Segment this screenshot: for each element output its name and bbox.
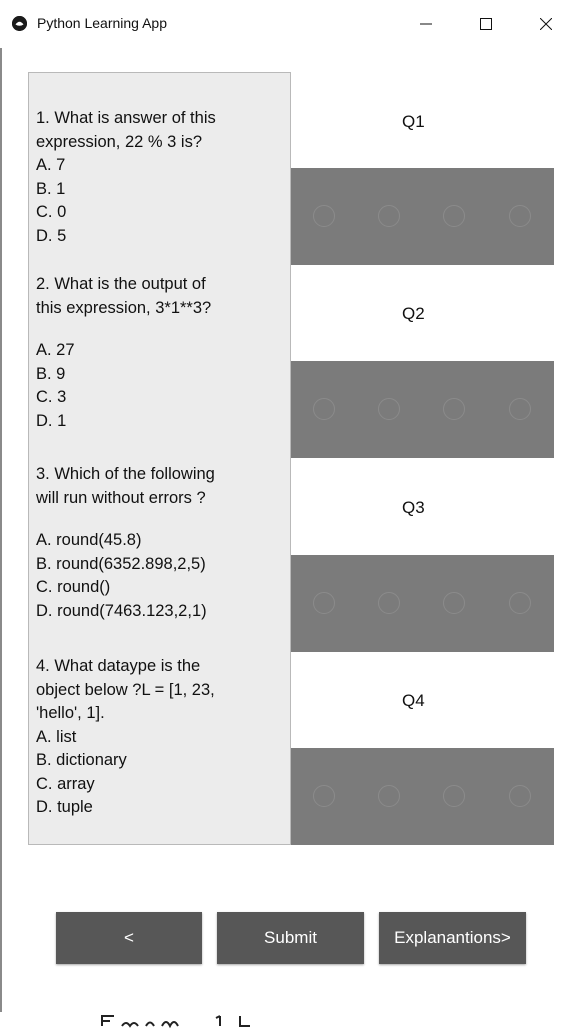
- question-4-option-b: B. dictionary: [36, 751, 127, 769]
- question-1-option-d: D. 5: [36, 226, 67, 245]
- minimize-button[interactable]: [397, 0, 455, 48]
- question-3-option-d: D. round(7463.123,2,1): [36, 601, 207, 620]
- q2-options-row: [291, 361, 554, 458]
- question-2-option-c: C. 3: [36, 388, 67, 406]
- question-2-option-b: B. 9: [36, 364, 66, 383]
- q3-label: Q3: [402, 498, 425, 517]
- q2-label: Q2: [402, 304, 425, 323]
- question-3-spacer: [36, 510, 288, 529]
- q1-radio-c[interactable]: [443, 205, 465, 227]
- q3-radio-d[interactable]: [509, 592, 531, 614]
- question-4: 4. What dataype is the object below ?L =…: [36, 655, 288, 820]
- q3-radio-a[interactable]: [313, 592, 335, 614]
- question-3-option-c: C. round(): [36, 578, 111, 596]
- question-1-text-line-2: expression, 22 % 3 is?: [36, 132, 203, 151]
- question-3: 3. Which of the following will run witho…: [36, 463, 288, 623]
- question-1: 1. What is answer of this expression, 22…: [36, 107, 288, 248]
- question-2-text-line-2: this expression, 3*1**3?: [36, 298, 212, 317]
- q4-radio-b[interactable]: [378, 785, 400, 807]
- question-1-text-line-1: 1. What is answer of this: [36, 109, 216, 127]
- q3-radio-b[interactable]: [378, 592, 400, 614]
- maximize-button[interactable]: [457, 0, 515, 48]
- question-3-text-line-2: will run without errors ?: [36, 488, 206, 507]
- q3-options-row: [291, 555, 554, 652]
- q4-radio-a[interactable]: [313, 785, 335, 807]
- question-4-option-c: C. array: [36, 774, 95, 793]
- previous-button[interactable]: <: [56, 912, 202, 964]
- question-1-option-c: C. 0: [36, 203, 67, 221]
- app-logo-icon: [12, 16, 27, 31]
- question-3-text-line-1: 3. Which of the following: [36, 465, 215, 483]
- question-2-option-d: D. 1: [36, 411, 67, 430]
- questions-panel[interactable]: 1. What is answer of this expression, 22…: [28, 72, 291, 845]
- question-3-option-a: A. round(45.8): [36, 531, 142, 549]
- q4-radio-d[interactable]: [509, 785, 531, 807]
- q1-options-row: [291, 168, 554, 265]
- question-1-option-b: B. 1: [36, 179, 66, 198]
- question-2-option-a: A. 27: [36, 341, 75, 359]
- clipped-caption-fragment: [100, 1012, 300, 1030]
- close-button[interactable]: [517, 0, 575, 48]
- title-bar[interactable]: Python Learning App: [0, 0, 582, 48]
- question-4-text-line-2: object below ?L = [1, 23,: [36, 680, 215, 699]
- q4-label: Q4: [402, 691, 425, 710]
- q2-radio-c[interactable]: [443, 398, 465, 420]
- q1-radio-d[interactable]: [509, 205, 531, 227]
- maximize-icon: [480, 18, 492, 30]
- q3-radio-c[interactable]: [443, 592, 465, 614]
- q2-radio-d[interactable]: [509, 398, 531, 420]
- q1-radio-b[interactable]: [378, 205, 400, 227]
- q2-radio-a[interactable]: [313, 398, 335, 420]
- question-4-text-line-3: 'hello', 1].: [36, 704, 105, 722]
- question-4-option-a: A. list: [36, 727, 77, 746]
- explanations-button[interactable]: Explanantions>: [379, 912, 526, 964]
- submit-button[interactable]: Submit: [217, 912, 364, 964]
- question-4-option-d: D. tuple: [36, 798, 93, 816]
- question-2-spacer: [36, 320, 288, 339]
- question-1-option-a: A. 7: [36, 156, 66, 174]
- q4-options-row: [291, 748, 554, 845]
- q1-label: Q1: [402, 112, 425, 131]
- q1-radio-a[interactable]: [313, 205, 335, 227]
- question-4-text-line-1: 4. What dataype is the: [36, 657, 201, 675]
- question-2-text-line-1: 2. What is the output of: [36, 275, 206, 293]
- window-title: Python Learning App: [37, 15, 167, 31]
- question-2: 2. What is the output of this expression…: [36, 273, 288, 433]
- q2-radio-b[interactable]: [378, 398, 400, 420]
- close-icon: [540, 18, 552, 30]
- question-3-option-b: B. round(6352.898,2,5): [36, 554, 206, 573]
- q4-radio-c[interactable]: [443, 785, 465, 807]
- minimize-icon: [420, 23, 432, 25]
